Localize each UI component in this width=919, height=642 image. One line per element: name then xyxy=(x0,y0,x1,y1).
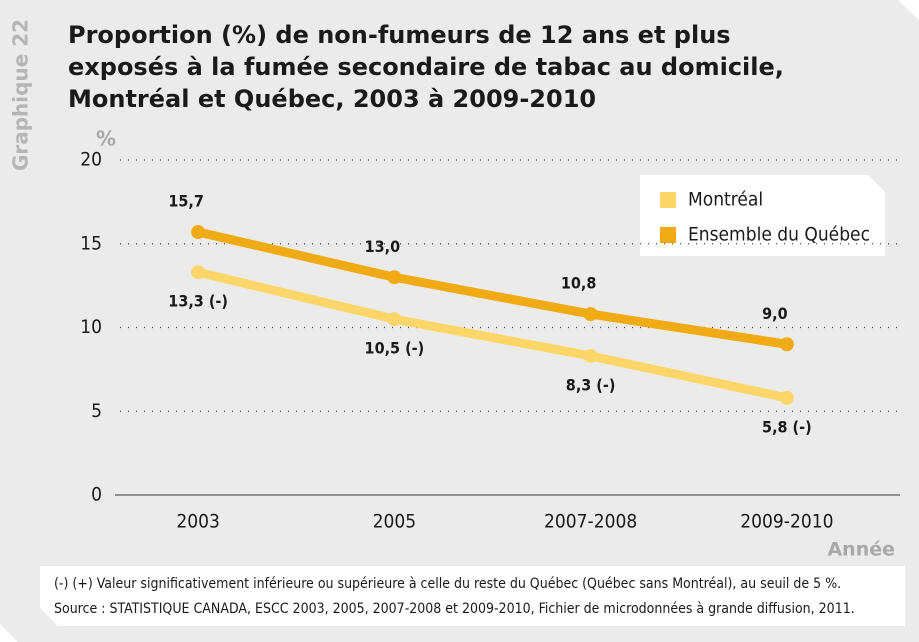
point xyxy=(779,337,794,352)
y-tick-label: 5 xyxy=(91,400,102,422)
y-axis-label: % xyxy=(96,127,116,151)
x-tick-label: 2007-2008 xyxy=(544,511,637,533)
x-tick-label: 2003 xyxy=(176,511,220,533)
point xyxy=(583,307,598,322)
legend xyxy=(640,175,885,256)
line xyxy=(193,267,792,403)
data-label: 10,8 xyxy=(561,274,597,293)
point xyxy=(583,348,598,363)
chart-title: Proportion (%) de non-fumeurs de 12 ans … xyxy=(68,21,731,49)
x-tick-label: 2005 xyxy=(373,511,417,533)
data-label: 13,0 xyxy=(365,237,401,256)
legend-swatch xyxy=(660,192,676,208)
chart-title: Montréal et Québec, 2003 à 2009-2010 xyxy=(68,85,596,113)
chart-title: exposés à la fumée secondaire de tabac a… xyxy=(68,53,784,81)
data-label: 9,0 xyxy=(762,304,788,323)
data-label: 13,3 (-) xyxy=(168,292,228,311)
point xyxy=(779,390,794,405)
x-tick-label: 2009-2010 xyxy=(740,511,833,533)
point xyxy=(191,265,206,280)
source: Source : STATISTIQUE CANADA, ESCC 2003, … xyxy=(54,601,855,617)
legend-label: Montréal xyxy=(688,189,763,211)
legend-label: Ensemble du Québec xyxy=(688,224,870,246)
y-tick-label: 10 xyxy=(80,316,102,338)
y-tick-label: 0 xyxy=(91,484,102,506)
data-label: 15,7 xyxy=(168,192,204,211)
footnote: (-) (+) Valeur significativement inférie… xyxy=(54,576,841,592)
data-label: 10,5 (-) xyxy=(365,339,425,358)
point xyxy=(191,225,206,240)
data-label: 5,8 (-) xyxy=(762,417,812,436)
y-tick-label: 20 xyxy=(80,149,102,171)
notes-box xyxy=(40,566,905,626)
point xyxy=(387,312,402,327)
y-tick-label: 15 xyxy=(80,232,102,254)
legend-swatch xyxy=(660,227,676,243)
x-axis-label: Année xyxy=(827,539,895,561)
point xyxy=(387,270,402,285)
side-label: Graphique 22 xyxy=(9,19,33,171)
data-label: 8,3 (-) xyxy=(566,375,616,394)
line xyxy=(193,227,792,349)
